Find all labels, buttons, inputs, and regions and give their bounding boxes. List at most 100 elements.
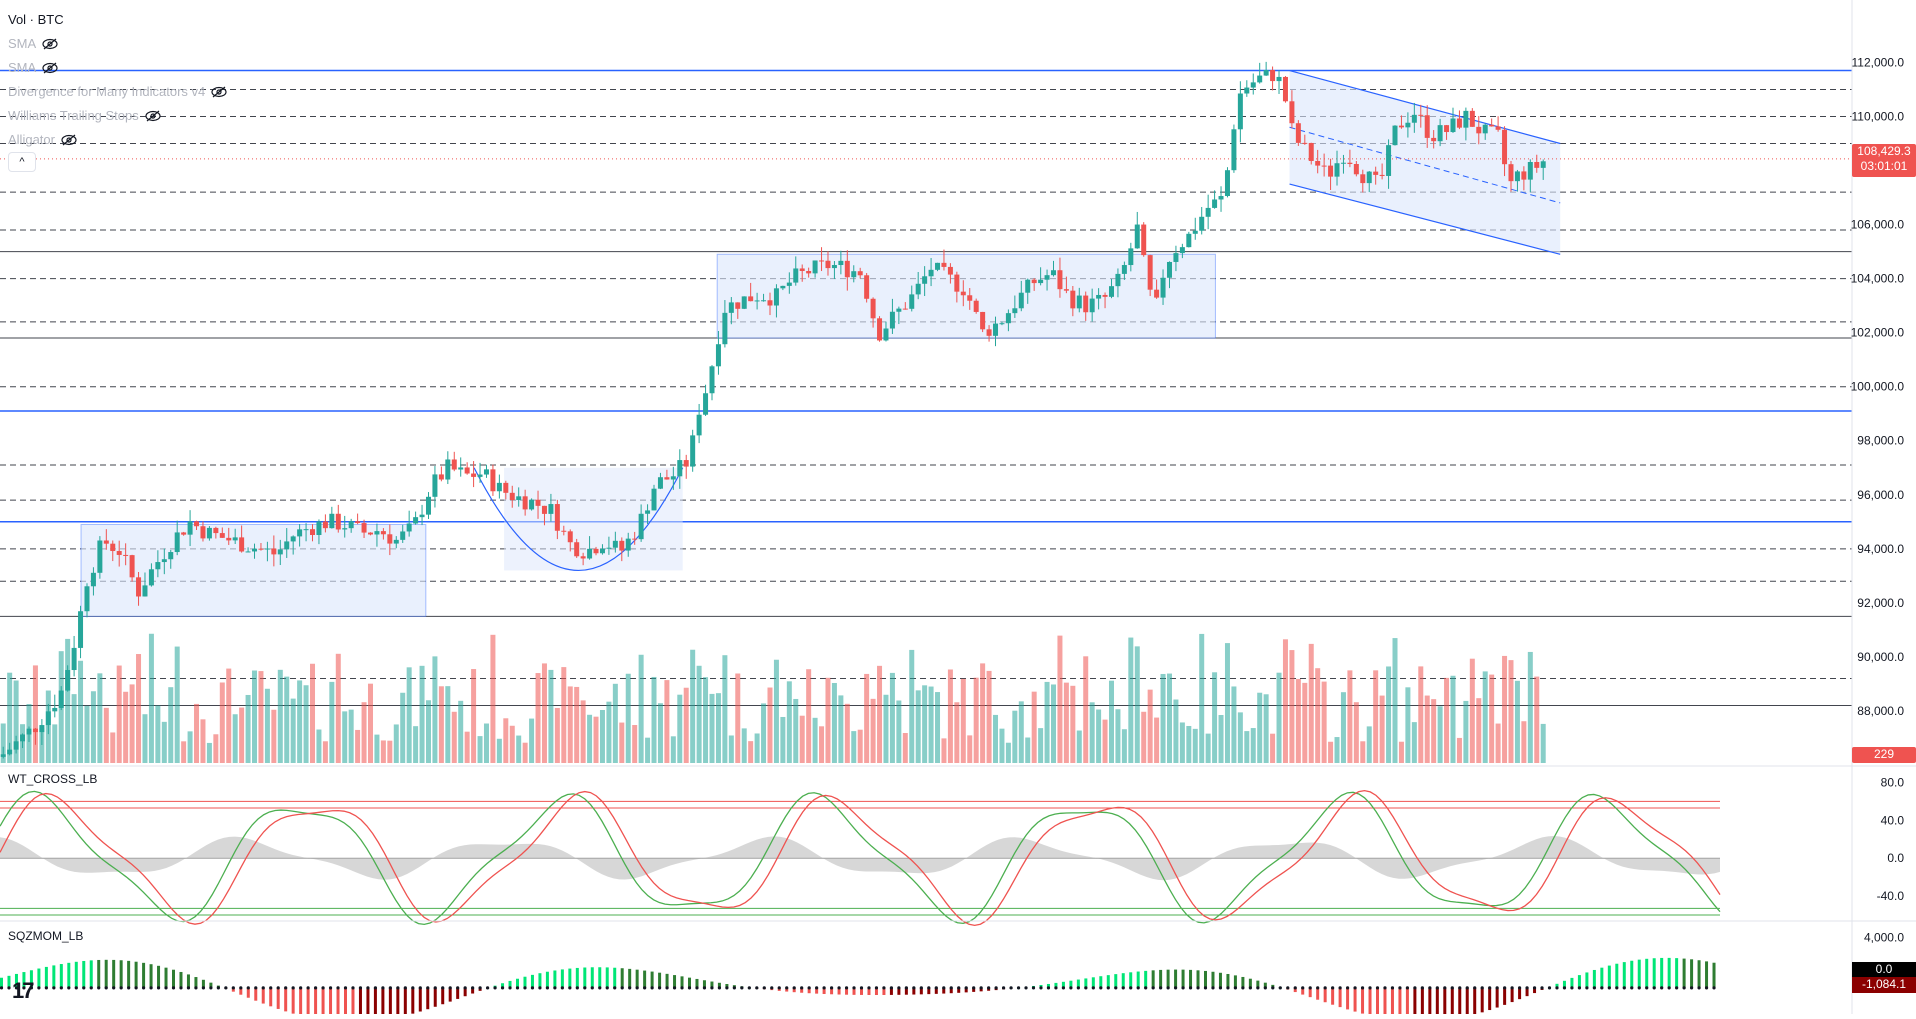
- squeeze-dot: [1465, 986, 1469, 990]
- squeeze-dot: [112, 986, 116, 990]
- volume-bar: [735, 673, 741, 763]
- squeeze-dot: [1331, 986, 1335, 990]
- volume-bar: [97, 673, 103, 763]
- hidden-eye-icon[interactable]: [211, 86, 227, 98]
- legend-item[interactable]: Williams Trailing Stops: [8, 104, 227, 128]
- volume-bar: [1205, 733, 1211, 763]
- momentum-bar: [889, 987, 893, 995]
- candle-body: [722, 312, 728, 345]
- momentum-bar: [882, 987, 886, 995]
- volume-bar: [574, 686, 580, 763]
- momentum-bar: [725, 984, 729, 988]
- squeeze-dot: [628, 986, 632, 990]
- volume-bar: [110, 732, 116, 763]
- candle-body: [1405, 122, 1411, 128]
- candle-body: [419, 514, 425, 518]
- volume-bar: [78, 660, 84, 763]
- squeeze-dot: [717, 986, 722, 990]
- legend-item[interactable]: SMA: [8, 56, 227, 80]
- squeeze-dot: [1682, 986, 1686, 990]
- momentum-bar: [807, 987, 811, 994]
- hidden-eye-icon[interactable]: [61, 134, 77, 146]
- volume-bar: [1257, 692, 1263, 763]
- candle-body: [103, 540, 109, 544]
- momentum-bar: [1555, 983, 1559, 988]
- volume-bar: [1076, 730, 1082, 763]
- candle-body: [593, 548, 599, 554]
- volume-bar: [413, 726, 419, 763]
- candle-body: [413, 517, 419, 524]
- hidden-eye-icon[interactable]: [145, 110, 161, 122]
- squeeze-dot: [97, 986, 101, 990]
- legend-item[interactable]: Alligator: [8, 128, 227, 152]
- squeeze-dot: [702, 986, 707, 990]
- volume-bar: [741, 728, 747, 763]
- volume-bar: [915, 690, 921, 763]
- momentum-bar: [673, 975, 677, 988]
- candle-body: [941, 262, 947, 267]
- volume-bar: [1418, 666, 1424, 763]
- momentum-bar: [1637, 959, 1641, 988]
- momentum-bar: [1690, 959, 1694, 988]
- squeeze-dot: [171, 986, 176, 990]
- momentum-bar: [306, 987, 310, 1018]
- squeeze-dot: [545, 986, 550, 990]
- candle-body: [735, 302, 741, 309]
- candle-body: [548, 504, 554, 514]
- momentum-bar: [501, 983, 505, 988]
- momentum-bar: [1226, 973, 1230, 988]
- momentum-bar: [860, 987, 863, 995]
- candle-body: [1244, 87, 1250, 94]
- volume-bar: [780, 716, 786, 763]
- volume-bar: [1456, 737, 1462, 763]
- squeeze-dot: [448, 986, 452, 990]
- volume-bar: [342, 711, 348, 763]
- candle-body: [284, 541, 290, 550]
- momentum-bar: [837, 987, 841, 995]
- volume-bar: [380, 740, 386, 763]
- candle-body: [1005, 313, 1011, 324]
- squeeze-dot: [1031, 986, 1036, 990]
- squeeze-dot: [1099, 986, 1103, 990]
- squeeze-dot: [1615, 986, 1619, 990]
- tradingview-logo[interactable]: 17: [12, 978, 35, 1003]
- volume-bar: [606, 701, 612, 763]
- squeeze-dot: [560, 986, 564, 990]
- momentum-bar: [149, 964, 153, 988]
- squeeze-dot: [1286, 986, 1290, 990]
- candle-body: [1025, 279, 1031, 293]
- momentum-bar: [299, 987, 303, 1016]
- wt-green-line: [0, 790, 1721, 926]
- volume-bar: [1031, 691, 1037, 763]
- squeeze-dot: [1704, 986, 1709, 990]
- candle-body: [264, 548, 270, 550]
- volume-bar: [1534, 676, 1540, 763]
- squeeze-dot: [583, 986, 587, 990]
- squeeze-dot: [590, 986, 594, 990]
- legend-item[interactable]: Divergence for Many Indicators v4: [8, 80, 227, 104]
- volume-bar: [213, 734, 219, 763]
- squeeze-dot: [725, 986, 729, 990]
- candle-body: [297, 529, 303, 537]
- osc1-axis-label: -40.0: [1877, 889, 1905, 903]
- candle-body: [1476, 126, 1482, 134]
- volume-bar: [690, 649, 696, 763]
- collapse-legend-button[interactable]: ^: [8, 152, 36, 172]
- candle-body: [432, 474, 438, 497]
- squeeze-dot: [1488, 986, 1492, 990]
- candle-body: [496, 482, 502, 492]
- squeeze-dot: [216, 986, 220, 990]
- momentum-bar: [1263, 982, 1267, 988]
- candle-body: [1392, 125, 1398, 146]
- squeeze-dot: [1278, 986, 1282, 990]
- hidden-eye-icon[interactable]: [42, 62, 58, 74]
- squeeze-dot: [785, 986, 789, 990]
- volume-bar: [709, 693, 715, 763]
- volume-bar: [32, 665, 38, 763]
- momentum-bar: [1458, 987, 1462, 1018]
- legend-item[interactable]: SMA: [8, 32, 227, 56]
- squeeze-dot: [1241, 986, 1245, 990]
- hidden-eye-icon[interactable]: [42, 38, 58, 50]
